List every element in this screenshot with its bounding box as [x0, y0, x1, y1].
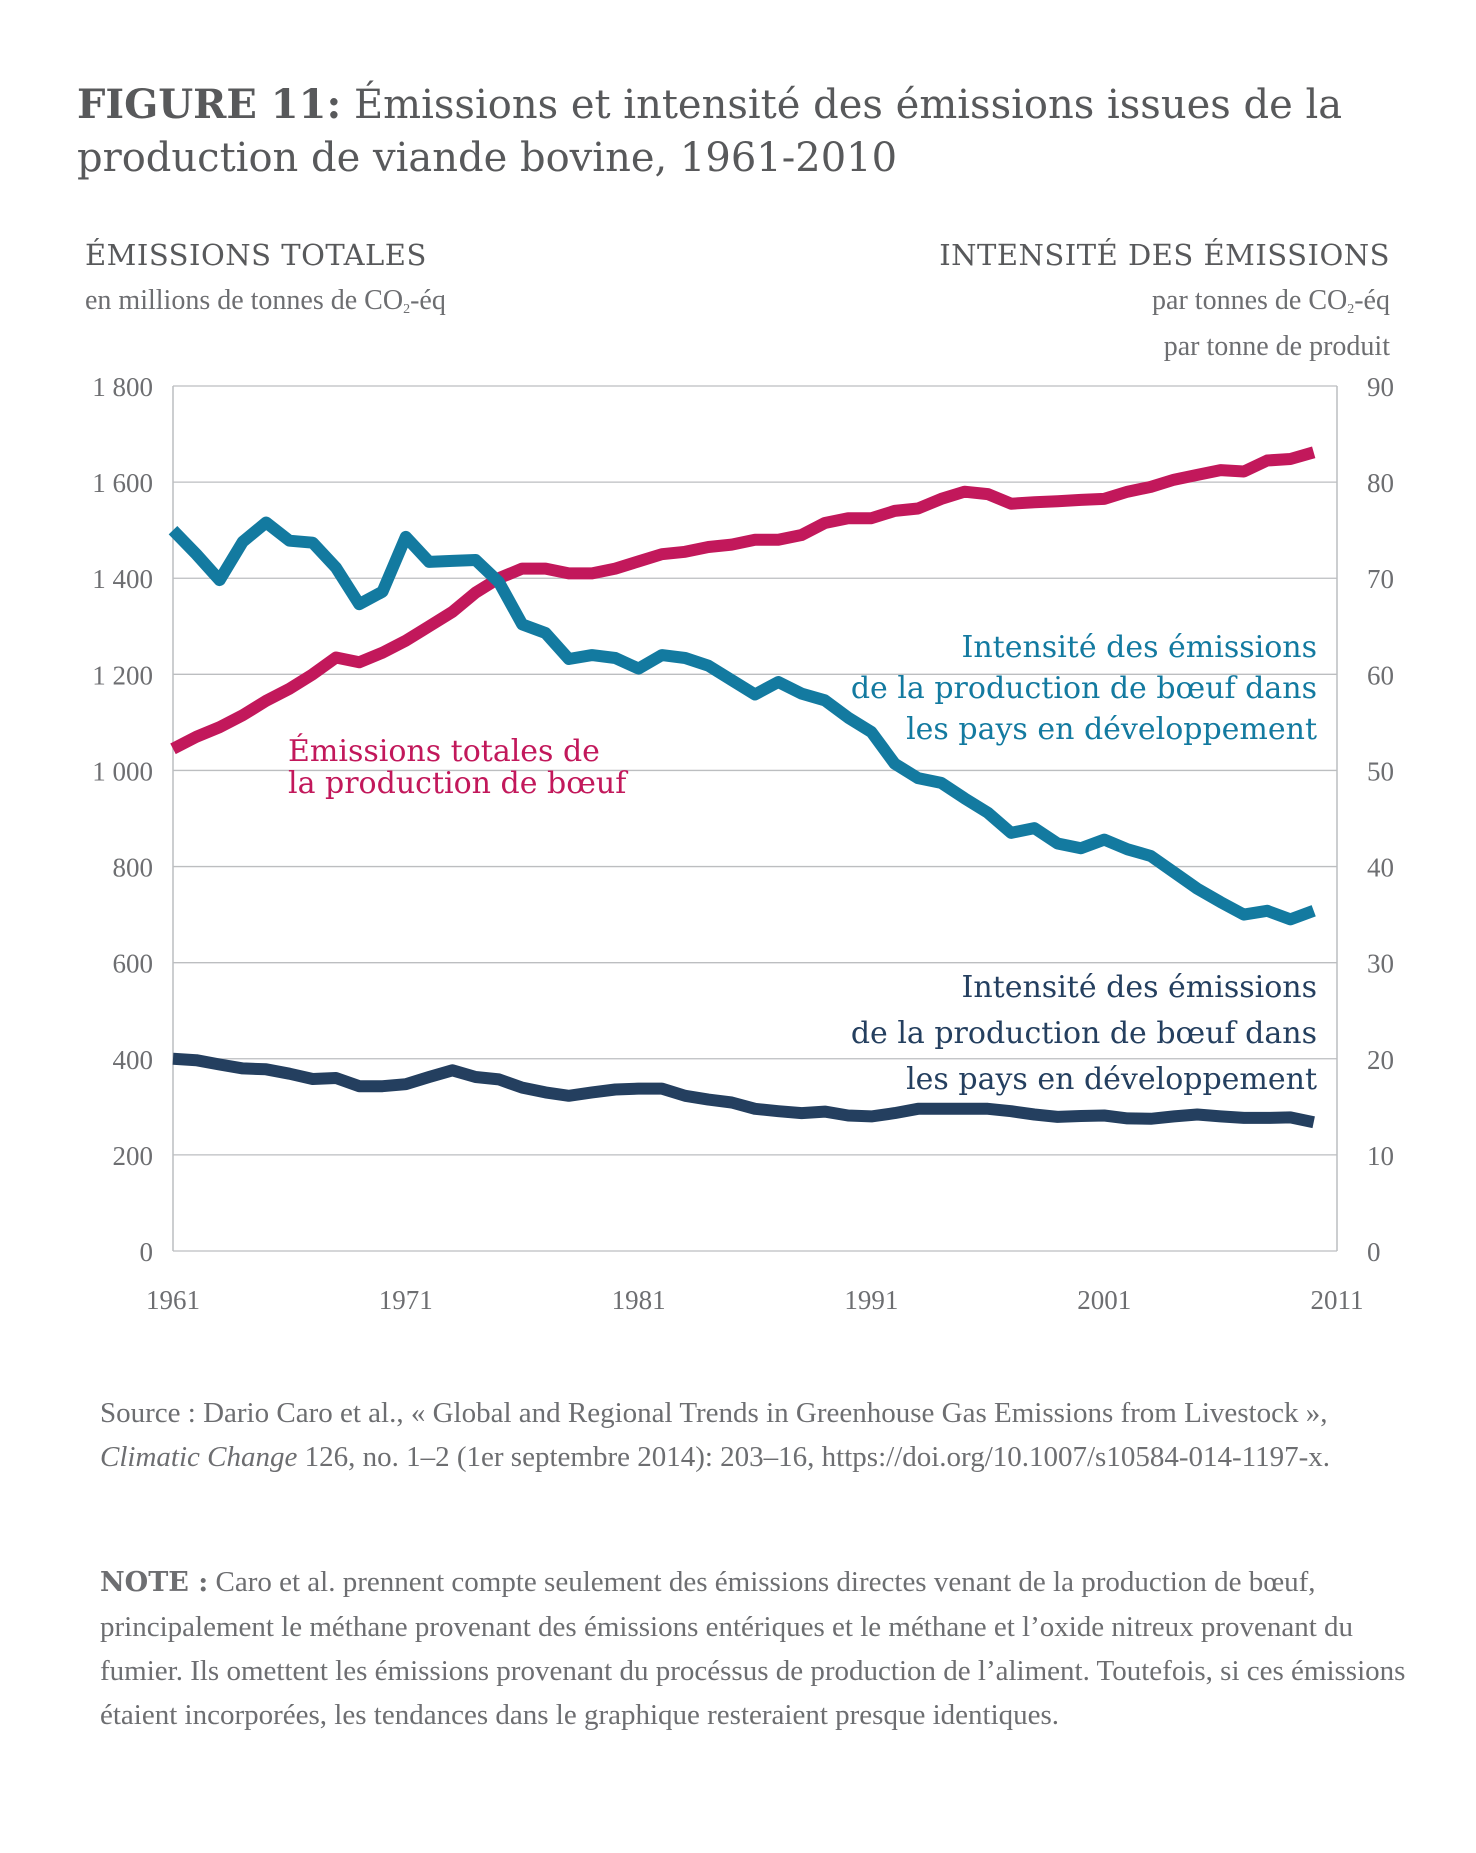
- left-axis-heading: ÉMISSIONS TOTALES: [85, 238, 427, 272]
- figure-title: FIGURE 11: Émissions et intensité des ém…: [77, 78, 1407, 185]
- right-y-tick-label: 50: [1367, 756, 1394, 786]
- right-y-tick-label: 90: [1367, 372, 1394, 402]
- series-label-0: Émissions totales de: [288, 733, 600, 769]
- left-axis-unit: en millions de tonnes de CO2-éq: [85, 285, 446, 318]
- x-tick-label: 2001: [1077, 1285, 1131, 1315]
- grid-lines: [172, 385, 1338, 1252]
- left-y-tick-label: 200: [113, 1141, 154, 1171]
- series-line-0: [170, 446, 1316, 755]
- x-tick-label: 1971: [379, 1285, 433, 1315]
- right-axis-heading: INTENSITÉ DES ÉMISSIONS: [939, 238, 1390, 272]
- series-label-1: les pays en développement: [906, 712, 1317, 747]
- left-y-tick-label: 0: [140, 1237, 154, 1267]
- right-y-tick-label: 60: [1367, 660, 1394, 690]
- left-y-tick-label: 1 400: [92, 564, 153, 594]
- x-axis-ticks: 1961 1971 1981 1991 2001 2011: [146, 1285, 1364, 1315]
- right-y-tick-label: 0: [1367, 1237, 1381, 1267]
- right-y-tick-label: 70: [1367, 564, 1394, 594]
- figure-number: FIGURE 11:: [77, 81, 342, 128]
- right-y-tick-label: 10: [1367, 1141, 1394, 1171]
- series-label-2: Intensité des émissions: [962, 970, 1318, 1005]
- series-line-2: [172, 1052, 1315, 1129]
- note: NOTE : Caro et al. prennent compte seule…: [100, 1560, 1410, 1737]
- x-tick-label: 2011: [1311, 1285, 1364, 1315]
- left-axis-unit-suffix: -éq: [410, 285, 446, 316]
- right-y-tick-label: 30: [1367, 949, 1394, 979]
- left-y-tick-label: 1 200: [92, 660, 153, 690]
- series-lines: [168, 446, 1316, 1129]
- right-y-tick-label: 80: [1367, 468, 1394, 498]
- right-axis-unit-suffix: -éq: [1354, 285, 1390, 316]
- right-axis-unit-text: par tonnes de CO: [1152, 285, 1348, 316]
- source-note: Source : Dario Caro et al., « Global and…: [100, 1391, 1410, 1479]
- source-citation: 126, no. 1–2 (1er septembre 2014): 203–1…: [297, 1441, 1330, 1473]
- left-y-tick-label: 800: [113, 853, 154, 883]
- left-axis-unit-subscript: 2: [403, 302, 411, 317]
- left-y-tick-label: 1 600: [92, 468, 153, 498]
- left-y-tick-label: 400: [113, 1045, 154, 1075]
- source-journal: Climatic Change: [100, 1441, 298, 1473]
- series-label-1: Intensité des émissions: [962, 630, 1318, 665]
- right-axis-unit-line1: par tonnes de CO2-éq: [1152, 285, 1390, 318]
- left-y-axis-ticks: 0 200 400 600 800 1 000 1 200 1 400 1 600 1 800: [92, 372, 153, 1267]
- series-label-1: de la production de bœuf dans: [851, 671, 1317, 706]
- x-tick-label: 1981: [612, 1285, 666, 1315]
- left-y-tick-label: 1 800: [92, 372, 153, 402]
- source-text: Source : Dario Caro et al., « Global and…: [100, 1397, 1328, 1429]
- series-label-2: les pays en développement: [906, 1062, 1317, 1097]
- series-label-0: la production de bœuf: [288, 766, 628, 801]
- note-text: Caro et al. prennent compte seulement de…: [100, 1566, 1406, 1731]
- right-axis-unit-subscript: 2: [1347, 302, 1355, 317]
- right-axis-unit-line2: par tonne de produit: [1163, 331, 1390, 362]
- left-y-tick-label: 1 000: [92, 756, 153, 786]
- note-label: NOTE :: [100, 1567, 209, 1598]
- left-y-tick-label: 600: [113, 949, 154, 979]
- right-y-tick-label: 20: [1367, 1045, 1394, 1075]
- right-y-axis-ticks: 0 10 20 30 40 50 60 70 80 90: [1367, 372, 1394, 1267]
- right-y-tick-label: 40: [1367, 853, 1394, 883]
- x-tick-label: 1961: [146, 1285, 200, 1315]
- series-label-2: de la production de bœuf dans: [851, 1016, 1317, 1051]
- left-axis-unit-text: en millions de tonnes de CO: [85, 285, 404, 316]
- x-tick-label: 1991: [844, 1285, 898, 1315]
- figure-title-text: Émissions et intensité des émissions iss…: [77, 82, 1343, 181]
- series-line-1: [168, 516, 1316, 926]
